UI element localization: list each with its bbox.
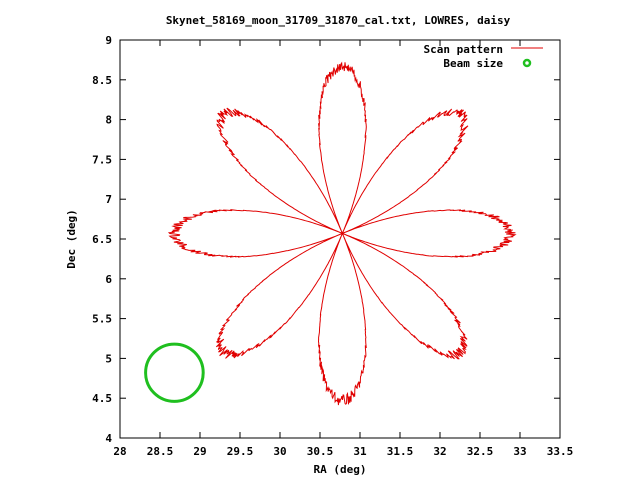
x-tick-label-8: 32 bbox=[433, 445, 446, 458]
y-tick-label-7: 7.5 bbox=[92, 153, 112, 166]
x-axis-label: RA (deg) bbox=[314, 463, 367, 476]
x-tick-label-0: 28 bbox=[113, 445, 126, 458]
y-tick-label-0: 4 bbox=[105, 432, 112, 445]
axis-tick-labels: 28 28.5 29 29.5 30 30.5 31 31.5 32 32.5 33 33.5 4 4.5… bbox=[92, 34, 573, 458]
x-tick-label-6: 31 bbox=[353, 445, 367, 458]
y-tick-label-8: 8 bbox=[105, 114, 112, 127]
legend-label-scan: Scan pattern bbox=[424, 43, 503, 56]
x-tick-label-4: 30 bbox=[273, 445, 286, 458]
x-tick-label-10: 33 bbox=[513, 445, 526, 458]
legend: Scan pattern Beam size bbox=[424, 43, 543, 70]
x-tick-label-7: 31.5 bbox=[387, 445, 414, 458]
y-tick-label-6: 7 bbox=[105, 193, 112, 206]
x-tick-label-5: 30.5 bbox=[307, 445, 334, 458]
legend-label-beam: Beam size bbox=[443, 57, 503, 70]
beam-size-circle bbox=[144, 342, 205, 403]
x-tick-label-2: 29 bbox=[193, 445, 206, 458]
x-tick-label-3: 29.5 bbox=[227, 445, 254, 458]
legend-swatch-beam bbox=[522, 58, 532, 68]
y-axis-label: Dec (deg) bbox=[65, 209, 78, 269]
y-tick-label-4: 6 bbox=[105, 273, 112, 286]
plot-area bbox=[144, 61, 517, 406]
y-tick-label-9: 8.5 bbox=[92, 74, 112, 87]
y-tick-label-5: 6.5 bbox=[92, 233, 112, 246]
chart-title: Skynet_58169_moon_31709_31870_cal.txt, L… bbox=[166, 14, 511, 27]
x-tick-label-11: 33.5 bbox=[547, 445, 574, 458]
y-tick-label-1: 4.5 bbox=[92, 392, 112, 405]
scan-pattern-line bbox=[167, 61, 517, 406]
y-tick-label-10: 9 bbox=[105, 34, 112, 47]
axis-ticks bbox=[119, 39, 561, 439]
x-tick-label-1: 28.5 bbox=[147, 445, 174, 458]
y-tick-label-3: 5.5 bbox=[92, 313, 112, 326]
x-tick-label-9: 32.5 bbox=[467, 445, 494, 458]
y-tick-label-2: 5 bbox=[105, 352, 112, 365]
